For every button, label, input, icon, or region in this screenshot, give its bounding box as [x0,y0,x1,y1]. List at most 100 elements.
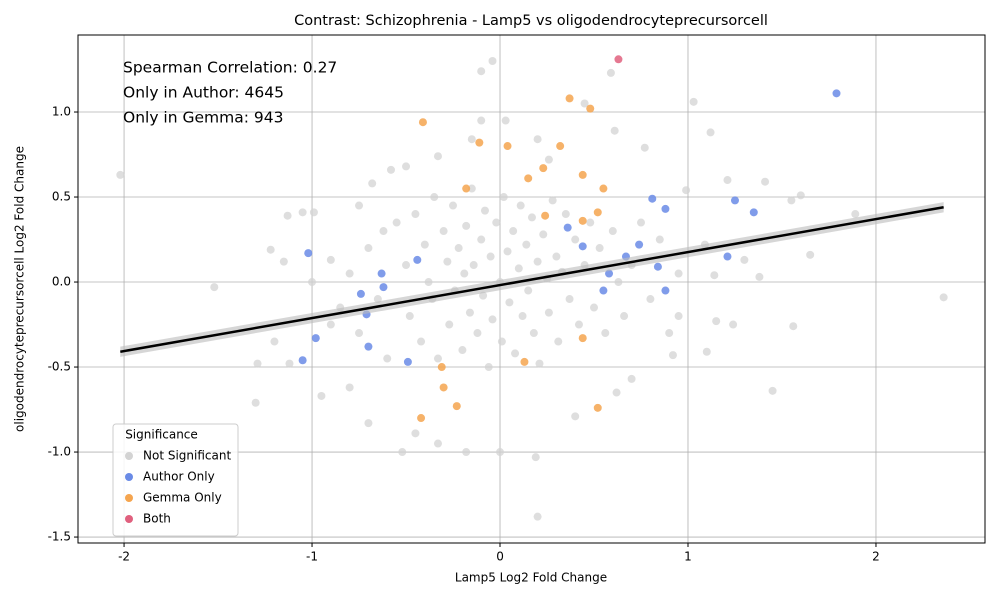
plot-frame [77,34,986,544]
point [578,216,587,225]
point [610,126,619,135]
point [674,269,683,278]
point [398,448,407,457]
point [514,264,523,273]
point [430,193,439,202]
point [640,143,649,152]
point [593,403,602,412]
legend-label: Not Significant [143,449,231,463]
point [402,162,411,171]
legend-box [112,423,239,537]
point [462,184,471,193]
point [475,138,484,147]
x-tick-label: 1 [684,550,692,564]
point [710,271,719,280]
point [571,412,580,421]
point [452,402,461,411]
point [580,99,589,108]
point [548,196,557,205]
point [520,357,529,366]
point [469,261,478,270]
point [723,176,732,185]
point [661,204,670,213]
point [484,363,493,372]
point [465,308,474,317]
point [439,383,448,392]
point [518,312,527,321]
point [586,218,595,227]
point [533,512,542,521]
legend-swatch [125,515,133,523]
point [593,208,602,217]
point [326,320,335,329]
point [706,128,715,137]
point [460,269,469,278]
point [364,342,373,351]
point [467,184,476,193]
point [761,177,770,186]
point [578,334,587,343]
point [326,255,335,264]
x-tick-label: -2 [118,550,130,564]
point [511,349,520,358]
point [285,359,294,368]
point [712,317,721,326]
point [439,227,448,236]
point [586,104,595,113]
point [599,286,608,295]
point [599,184,608,193]
point [443,257,452,266]
point [571,235,580,244]
point [851,210,860,219]
point [648,194,657,203]
point [655,235,664,244]
point [309,208,318,217]
y-tick-label: -0.5 [48,360,71,374]
point [674,312,683,321]
y-axis-label: oligodendrocyteprecursorcell Log2 Fold C… [13,146,27,432]
legend-swatch [125,494,133,502]
point [368,179,377,188]
point [627,374,636,383]
legend-label: Both [143,512,171,526]
annotation: Spearman Correlation: 0.27 [123,59,337,77]
point [467,135,476,144]
point [565,295,574,304]
point [614,278,623,287]
point [210,283,219,292]
point [682,186,691,195]
point [497,337,506,346]
y-tick-label: 1.0 [52,105,71,119]
point [413,255,422,264]
point [702,347,711,356]
point [740,255,749,264]
point [479,291,488,300]
point [665,329,674,338]
point [578,170,587,179]
chart-title: Contrast: Schizophrenia - Lamp5 vs oligo… [294,13,768,29]
point [355,201,364,210]
point [533,135,542,144]
point [646,295,655,304]
point [516,201,525,210]
point [251,398,260,407]
point [403,357,412,366]
point [503,142,512,151]
point [486,252,495,261]
point [402,261,411,270]
point [270,337,279,346]
y-tick-label: -1.5 [48,530,71,544]
point [405,312,414,321]
point [480,206,489,215]
point [565,94,574,103]
point [477,116,486,125]
point [377,269,386,278]
point [531,453,540,462]
point [729,320,738,329]
point [411,429,420,438]
point [392,218,401,227]
point [606,68,615,77]
point [424,278,433,287]
point [345,383,354,392]
point [116,170,125,179]
